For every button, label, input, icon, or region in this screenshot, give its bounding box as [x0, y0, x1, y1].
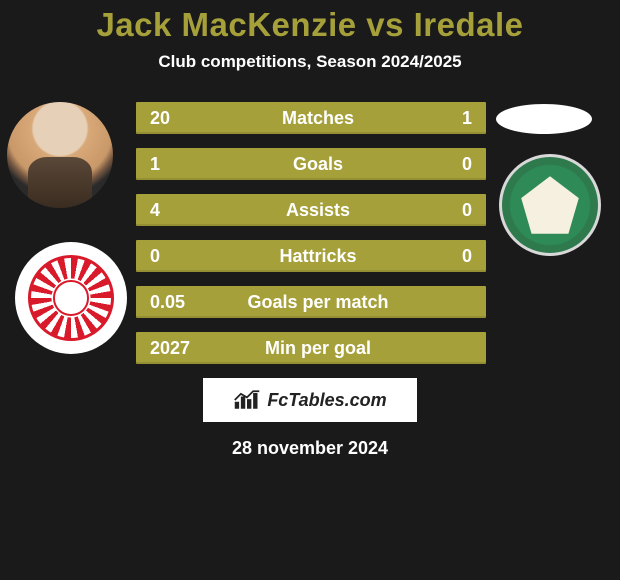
stat-right-value: 0	[434, 200, 486, 221]
stat-row: 20 Matches 1	[136, 102, 486, 134]
page-title: Jack MacKenzie vs Iredale	[0, 6, 620, 44]
stat-label: Matches	[202, 108, 434, 129]
branding-text: FcTables.com	[267, 390, 386, 411]
stat-label: Min per goal	[202, 338, 434, 359]
stat-row: 0 Hattricks 0	[136, 240, 486, 272]
stat-label: Goals per match	[202, 292, 434, 313]
club-left-badge	[15, 242, 127, 354]
player-right-avatar	[496, 104, 592, 134]
stats-table: 20 Matches 1 1 Goals 0 4 Assists 0 0 Hat…	[136, 102, 486, 364]
stat-left-value: 20	[136, 108, 202, 129]
stat-left-value: 2027	[136, 338, 202, 359]
club-right-badge	[499, 154, 601, 256]
branding-badge: FcTables.com	[203, 378, 417, 422]
stat-row: 1 Goals 0	[136, 148, 486, 180]
stat-label: Hattricks	[202, 246, 434, 267]
date-label: 28 november 2024	[0, 438, 620, 459]
club-left-badge-inner	[28, 255, 114, 341]
page-subtitle: Club competitions, Season 2024/2025	[0, 52, 620, 72]
stat-label: Goals	[202, 154, 434, 175]
stat-left-value: 0	[136, 246, 202, 267]
stat-right-value: 0	[434, 246, 486, 267]
stat-row: 4 Assists 0	[136, 194, 486, 226]
player-left-avatar	[7, 102, 113, 208]
stat-left-value: 1	[136, 154, 202, 175]
main-area: 20 Matches 1 1 Goals 0 4 Assists 0 0 Hat…	[0, 102, 620, 459]
stat-row: 0.05 Goals per match	[136, 286, 486, 318]
chart-icon	[233, 388, 261, 412]
comparison-card: Jack MacKenzie vs Iredale Club competiti…	[0, 0, 620, 459]
stat-left-value: 4	[136, 200, 202, 221]
stat-right-value: 1	[434, 108, 486, 129]
stat-label: Assists	[202, 200, 434, 221]
stat-row: 2027 Min per goal	[136, 332, 486, 364]
stat-right-value: 0	[434, 154, 486, 175]
stat-left-value: 0.05	[136, 292, 202, 313]
club-right-badge-inner	[521, 176, 579, 234]
